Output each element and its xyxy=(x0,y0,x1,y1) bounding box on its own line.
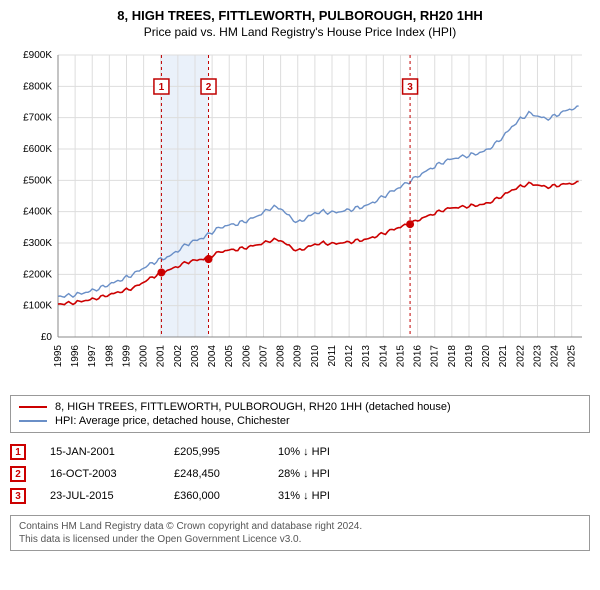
y-tick-label: £300K xyxy=(23,238,52,249)
chart-svg: £0 £100K £200K £300K £400K £500K £600K £700K £80… xyxy=(10,45,590,385)
sales-row: 1 15-JAN-2001 £205,995 10% ↓ HPI xyxy=(10,441,590,463)
sale-date: 16-OCT-2003 xyxy=(50,468,150,480)
x-tick-label: 2015 xyxy=(395,345,406,368)
sale-price: £205,995 xyxy=(174,446,254,458)
x-tick-label: 2019 xyxy=(464,345,475,368)
x-tick-label: 1997 xyxy=(87,345,98,368)
x-tick-label: 1999 xyxy=(121,345,132,368)
x-tick-label: 1996 xyxy=(70,345,81,368)
footer-box: Contains HM Land Registry data © Crown c… xyxy=(10,515,590,551)
x-tick-label: 2020 xyxy=(481,345,492,368)
footer-line-1: Contains HM Land Registry data © Crown c… xyxy=(19,520,581,533)
x-tick-label: 2009 xyxy=(293,345,304,368)
legend-label: HPI: Average price, detached house, Chic… xyxy=(55,415,290,427)
y-tick-label: £0 xyxy=(41,332,53,343)
chart-title: 8, HIGH TREES, FITTLEWORTH, PULBOROUGH, … xyxy=(10,8,590,23)
x-tick-label: 2002 xyxy=(173,345,184,368)
sale-marker-icon: 1 xyxy=(10,444,26,460)
x-tick-label: 2022 xyxy=(515,345,526,368)
x-tick-label: 2024 xyxy=(550,345,561,368)
x-tick-label: 2016 xyxy=(413,345,424,368)
y-tick-label: £600K xyxy=(23,144,52,155)
sale-price: £248,450 xyxy=(174,468,254,480)
sale-diff: 10% ↓ HPI xyxy=(278,446,378,458)
x-tick-label: 2001 xyxy=(156,345,167,368)
y-tick-label: £400K xyxy=(23,207,52,218)
chart-subtitle: Price paid vs. HM Land Registry's House … xyxy=(10,25,590,39)
sale-diff: 28% ↓ HPI xyxy=(278,468,378,480)
legend-swatch xyxy=(19,406,47,408)
x-tick-label: 2023 xyxy=(532,345,543,368)
y-tick-label: £200K xyxy=(23,269,52,280)
chart-container: 8, HIGH TREES, FITTLEWORTH, PULBOROUGH, … xyxy=(0,0,600,561)
x-tick-label: 2021 xyxy=(498,345,509,368)
title-block: 8, HIGH TREES, FITTLEWORTH, PULBOROUGH, … xyxy=(10,8,590,39)
sale-diff: 31% ↓ HPI xyxy=(278,490,378,502)
x-tick-label: 1995 xyxy=(53,345,64,368)
sale-marker-number: 2 xyxy=(206,82,212,93)
x-tick-label: 2004 xyxy=(207,345,218,368)
sale-marker-icon: 2 xyxy=(10,466,26,482)
x-tick-label: 2000 xyxy=(139,345,150,368)
y-tick-label: £800K xyxy=(23,81,52,92)
sales-table: 1 15-JAN-2001 £205,995 10% ↓ HPI 2 16-OCT-200… xyxy=(10,441,590,507)
sale-marker-number: 3 xyxy=(407,82,413,93)
x-tick-label: 2007 xyxy=(258,345,269,368)
legend-swatch xyxy=(19,420,47,422)
x-tick-label: 2005 xyxy=(224,345,235,368)
legend-box: 8, HIGH TREES, FITTLEWORTH, PULBOROUGH, … xyxy=(10,395,590,433)
footer-line-2: This data is licensed under the Open Gov… xyxy=(19,533,581,546)
x-tick-label: 2013 xyxy=(361,345,372,368)
x-tick-label: 2017 xyxy=(430,345,441,368)
legend-label: 8, HIGH TREES, FITTLEWORTH, PULBOROUGH, … xyxy=(55,401,451,413)
sale-marker-icon: 3 xyxy=(10,488,26,504)
x-tick-label: 2018 xyxy=(447,345,458,368)
x-tick-label: 2003 xyxy=(190,345,201,368)
x-tick-label: 2011 xyxy=(327,345,338,367)
sale-date: 15-JAN-2001 xyxy=(50,446,150,458)
sale-price: £360,000 xyxy=(174,490,254,502)
x-tick-label: 2025 xyxy=(567,345,578,368)
y-tick-label: £500K xyxy=(23,175,52,186)
x-tick-label: 1998 xyxy=(104,345,115,368)
sales-row: 2 16-OCT-2003 £248,450 28% ↓ HPI xyxy=(10,463,590,485)
y-tick-label: £100K xyxy=(23,301,52,312)
sales-row: 3 23-JUL-2015 £360,000 31% ↓ HPI xyxy=(10,485,590,507)
y-tick-label: £700K xyxy=(23,113,52,124)
x-tick-label: 2010 xyxy=(310,345,321,368)
x-tick-label: 2008 xyxy=(276,345,287,368)
shade-band xyxy=(161,55,208,337)
x-tick-label: 2006 xyxy=(241,345,252,368)
y-tick-label: £900K xyxy=(23,50,52,61)
x-tick-label: 2014 xyxy=(378,345,389,368)
chart-area: £0 £100K £200K £300K £400K £500K £600K £700K £80… xyxy=(10,45,590,385)
legend-row: 8, HIGH TREES, FITTLEWORTH, PULBOROUGH, … xyxy=(19,400,581,414)
legend-row: HPI: Average price, detached house, Chic… xyxy=(19,414,581,428)
sale-marker-number: 1 xyxy=(159,82,165,93)
sale-date: 23-JUL-2015 xyxy=(50,490,150,502)
x-tick-label: 2012 xyxy=(344,345,355,368)
